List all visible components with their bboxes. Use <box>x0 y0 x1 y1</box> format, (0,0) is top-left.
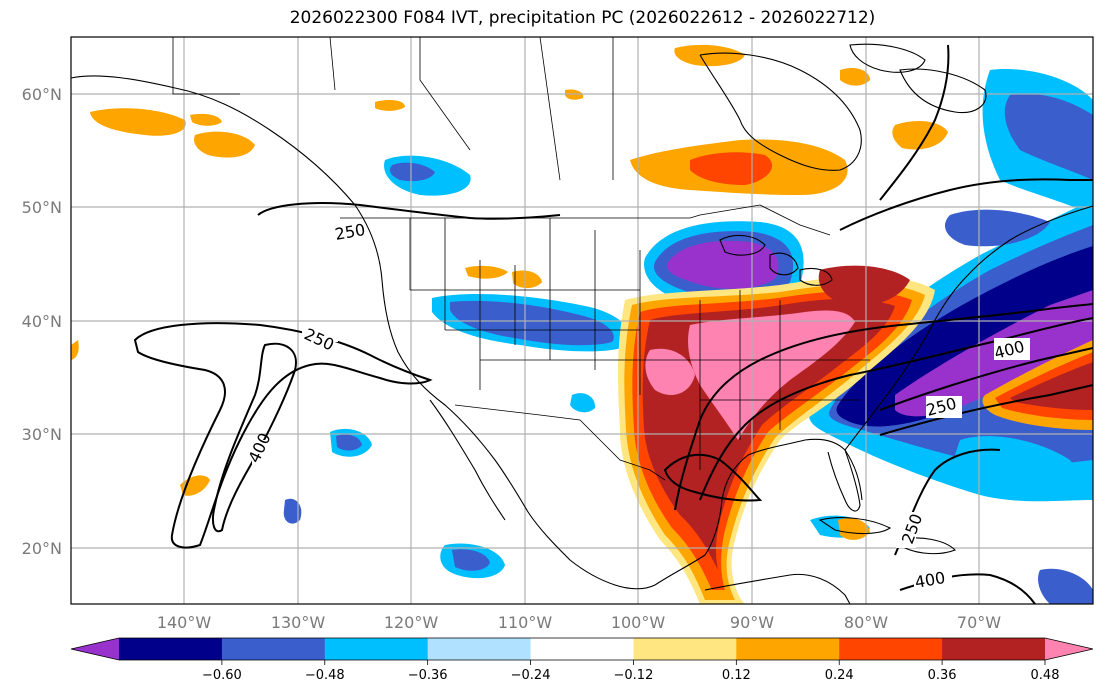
colorbar-segment <box>633 638 737 660</box>
contour-atlantic-250 <box>879 384 1093 436</box>
colorbar-tick-label: −0.24 <box>511 668 551 683</box>
lon-label-140w: 140°W <box>157 613 212 632</box>
colorbar-segment <box>942 638 1046 660</box>
colorbar-segment <box>736 638 840 660</box>
colorbar-tick-label: −0.12 <box>614 668 654 683</box>
colorbar-arrow-high <box>1045 638 1093 660</box>
graticule-lines <box>71 37 1093 604</box>
colorbar-segment <box>221 638 326 660</box>
lon-label-120w: 120°W <box>384 613 439 632</box>
map-content: 250 250 400 400 250 250 400 <box>71 37 1093 604</box>
contour-canada <box>839 178 1093 231</box>
contour-labels: 250 250 400 400 250 250 400 <box>244 220 1030 592</box>
latitude-labels: 60°N 50°N 40°N 30°N 20°N <box>22 85 62 558</box>
longitude-labels: 140°W 130°W 120°W 110°W 100°W 90°W 80°W … <box>157 613 1001 632</box>
negative-anomaly-northeast-canada <box>945 69 1093 247</box>
lon-label-100w: 100°W <box>611 613 666 632</box>
lat-label-40: 40°N <box>22 312 62 331</box>
lon-label-90w: 90°W <box>730 613 774 632</box>
colorbar-tick-label: 0.48 <box>1031 668 1060 683</box>
map-frame <box>70 36 1094 605</box>
colorbar-tick-label: 0.12 <box>722 668 751 683</box>
positive-anomaly-central-us <box>617 265 935 604</box>
colorbar-tick-label: −0.60 <box>202 668 242 683</box>
lat-label-30: 30°N <box>22 425 62 444</box>
positive-anomaly-small <box>71 265 870 540</box>
positive-anomaly-atlantic-east <box>982 340 1093 430</box>
contour-250-north <box>257 202 561 220</box>
lon-label-110w: 110°W <box>498 613 553 632</box>
lon-label-130w: 130°W <box>271 613 326 632</box>
negative-anomaly-western-us <box>384 155 631 352</box>
borders <box>172 37 870 481</box>
contour-central-us <box>674 303 1093 511</box>
colorbar-tick-label: −0.36 <box>408 668 448 683</box>
colorbar-outline <box>70 637 1094 661</box>
lat-label-20: 20°N <box>22 539 62 558</box>
contour-central-us-2 <box>699 317 1093 501</box>
colorbar-segment <box>119 638 223 660</box>
colorbar: −0.60 −0.48 −0.36 −0.24 −0.12 0.12 0.24 0.36 0.4… <box>70 637 1094 683</box>
colorbar-segment <box>530 638 634 660</box>
lon-label-70w: 70°W <box>957 613 1001 632</box>
lat-label-60: 60°N <box>22 85 62 104</box>
colorbar-segment <box>324 638 429 660</box>
lat-label-50: 50°N <box>22 198 62 217</box>
ivt-contours <box>133 44 1093 604</box>
colorbar-segment <box>427 638 532 660</box>
coastlines <box>71 43 1093 604</box>
map-title: 2026022300 F084 IVT, precipitation PC (2… <box>289 8 876 28</box>
colorbar-segment <box>839 638 943 660</box>
negative-anomaly-great-lakes <box>644 221 804 306</box>
contour-gulf <box>663 453 763 502</box>
colorbar-tick-label: 0.24 <box>825 668 854 683</box>
lon-label-80w: 80°W <box>844 613 888 632</box>
colorbar-arrow-low <box>71 638 119 660</box>
colorbar-tick-label: 0.36 <box>928 668 957 683</box>
contour-canada-2 <box>879 44 950 201</box>
contour-atlantic-400 <box>879 347 1093 411</box>
colorbar-tick-label: −0.48 <box>305 668 345 683</box>
contour-400-pacific <box>212 342 297 533</box>
